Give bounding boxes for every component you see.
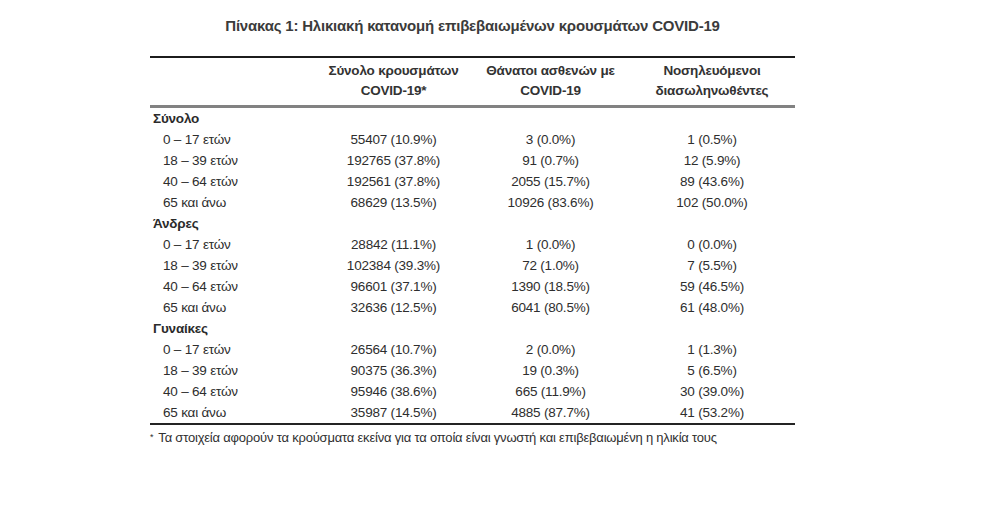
deaths-value: 2055 (15.7%)	[472, 171, 629, 192]
header-cases: Σύνολο κρουσμάτων COVID-19*	[315, 61, 472, 101]
deaths-value: 6041 (80.5%)	[472, 297, 629, 318]
header-intubated-line1: Νοσηλευόμενοι	[629, 61, 795, 81]
section-label: Γυναίκες	[150, 318, 315, 339]
empty-cell	[629, 213, 795, 234]
deaths-value: 3 (0.0%)	[472, 129, 629, 150]
deaths-value: 10926 (83.6%)	[472, 192, 629, 213]
table-row: 40 – 64 ετών 192561 (37.8%) 2055 (15.7%)…	[150, 171, 795, 192]
table-row: 65 και άνω 68629 (13.5%) 10926 (83.6%) 1…	[150, 192, 795, 213]
header-empty-cell	[150, 61, 315, 101]
intubated-value: 41 (53.2%)	[629, 402, 795, 423]
empty-cell	[629, 108, 795, 129]
intubated-value: 30 (39.0%)	[629, 381, 795, 402]
cases-value: 95946 (38.6%)	[315, 381, 472, 402]
header-deaths: Θάνατοι ασθενών με COVID-19	[472, 61, 629, 101]
age-label: 0 – 17 ετών	[150, 129, 315, 150]
intubated-value: 61 (48.0%)	[629, 297, 795, 318]
age-label: 40 – 64 ετών	[150, 381, 315, 402]
header-intubated: Νοσηλευόμενοι διασωληνωθέντες	[629, 61, 795, 101]
deaths-value: 4885 (87.7%)	[472, 402, 629, 423]
section-row-women: Γυναίκες	[150, 318, 795, 339]
age-label: 18 – 39 ετών	[150, 360, 315, 381]
table-row: 40 – 64 ετών 95946 (38.6%) 665 (11.9%) 3…	[150, 381, 795, 402]
footnote-text: Τα στοιχεία αφορούν τα κρούσματα εκείνα …	[158, 430, 717, 445]
age-label: 40 – 64 ετών	[150, 276, 315, 297]
age-label: 18 – 39 ετών	[150, 150, 315, 171]
cases-value: 35987 (14.5%)	[315, 402, 472, 423]
table-body: Σύνολο 0 – 17 ετών 55407 (10.9%) 3 (0.0%…	[150, 108, 795, 425]
empty-cell	[315, 213, 472, 234]
intubated-value: 7 (5.5%)	[629, 255, 795, 276]
age-label: 65 και άνω	[150, 192, 315, 213]
header-deaths-line1: Θάνατοι ασθενών με	[472, 61, 629, 81]
header-cases-line2: COVID-19*	[315, 81, 472, 101]
empty-cell	[629, 318, 795, 339]
cases-value: 96601 (37.1%)	[315, 276, 472, 297]
intubated-value: 102 (50.0%)	[629, 192, 795, 213]
table-row: 65 και άνω 32636 (12.5%) 6041 (80.5%) 61…	[150, 297, 795, 318]
footnote: * Τα στοιχεία αφορούν τα κρούσματα εκείνα…	[150, 429, 795, 447]
age-label: 65 και άνω	[150, 402, 315, 423]
deaths-value: 19 (0.3%)	[472, 360, 629, 381]
intubated-value: 59 (46.5%)	[629, 276, 795, 297]
deaths-value: 665 (11.9%)	[472, 381, 629, 402]
cases-value: 32636 (12.5%)	[315, 297, 472, 318]
table-title: Πίνακας 1: Ηλικιακή κατανομή επιβεβαιωμέ…	[150, 15, 795, 37]
table-row: 65 και άνω 35987 (14.5%) 4885 (87.7%) 41…	[150, 402, 795, 423]
header-intubated-line2: διασωληνωθέντες	[629, 81, 795, 101]
empty-cell	[472, 108, 629, 129]
table-row: 40 – 64 ετών 96601 (37.1%) 1390 (18.5%) …	[150, 276, 795, 297]
cases-value: 68629 (13.5%)	[315, 192, 472, 213]
cases-value: 102384 (39.3%)	[315, 255, 472, 276]
cases-value: 192561 (37.8%)	[315, 171, 472, 192]
intubated-value: 12 (5.9%)	[629, 150, 795, 171]
deaths-value: 91 (0.7%)	[472, 150, 629, 171]
intubated-value: 5 (6.5%)	[629, 360, 795, 381]
data-table: Σύνολο κρουσμάτων COVID-19* Θάνατοι ασθε…	[150, 56, 795, 425]
cases-value: 55407 (10.9%)	[315, 129, 472, 150]
section-row-total: Σύνολο	[150, 108, 795, 129]
deaths-value: 1 (0.0%)	[472, 234, 629, 255]
intubated-value: 89 (43.6%)	[629, 171, 795, 192]
deaths-value: 1390 (18.5%)	[472, 276, 629, 297]
age-label: 0 – 17 ετών	[150, 234, 315, 255]
age-label: 65 και άνω	[150, 297, 315, 318]
table-row: 18 – 39 ετών 192765 (37.8%) 91 (0.7%) 12…	[150, 150, 795, 171]
cases-value: 26564 (10.7%)	[315, 339, 472, 360]
table-row: 0 – 17 ετών 28842 (11.1%) 1 (0.0%) 0 (0.…	[150, 234, 795, 255]
empty-cell	[315, 108, 472, 129]
intubated-value: 0 (0.0%)	[629, 234, 795, 255]
cases-value: 192765 (37.8%)	[315, 150, 472, 171]
age-label: 0 – 17 ετών	[150, 339, 315, 360]
intubated-value: 1 (0.5%)	[629, 129, 795, 150]
deaths-value: 2 (0.0%)	[472, 339, 629, 360]
footnote-marker: *	[150, 432, 153, 442]
header-cases-line1: Σύνολο κρουσμάτων	[315, 61, 472, 81]
table-row: 18 – 39 ετών 102384 (39.3%) 72 (1.0%) 7 …	[150, 255, 795, 276]
empty-cell	[472, 318, 629, 339]
table-row: 0 – 17 ετών 26564 (10.7%) 2 (0.0%) 1 (1.…	[150, 339, 795, 360]
intubated-value: 1 (1.3%)	[629, 339, 795, 360]
table-row: 18 – 39 ετών 90375 (36.3%) 19 (0.3%) 5 (…	[150, 360, 795, 381]
header-deaths-line2: COVID-19	[472, 81, 629, 101]
table-row: 0 – 17 ετών 55407 (10.9%) 3 (0.0%) 1 (0.…	[150, 129, 795, 150]
empty-cell	[472, 213, 629, 234]
section-label: Άνδρες	[150, 213, 315, 234]
cases-value: 90375 (36.3%)	[315, 360, 472, 381]
age-label: 40 – 64 ετών	[150, 171, 315, 192]
deaths-value: 72 (1.0%)	[472, 255, 629, 276]
age-label: 18 – 39 ετών	[150, 255, 315, 276]
section-label: Σύνολο	[150, 108, 315, 129]
empty-cell	[315, 318, 472, 339]
table-header-row: Σύνολο κρουσμάτων COVID-19* Θάνατοι ασθε…	[150, 58, 795, 108]
document-page: Πίνακας 1: Ηλικιακή κατανομή επιβεβαιωμέ…	[0, 0, 996, 520]
cases-value: 28842 (11.1%)	[315, 234, 472, 255]
section-row-men: Άνδρες	[150, 213, 795, 234]
